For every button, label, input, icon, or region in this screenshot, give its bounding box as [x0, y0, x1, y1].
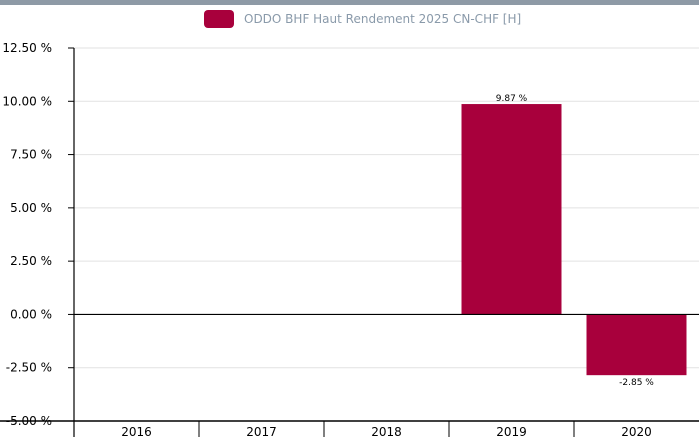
- top-bar: [0, 0, 699, 5]
- data-label-2019: 9.87 %: [496, 94, 528, 104]
- y-tick-label: 12.50 %: [2, 41, 52, 55]
- grid-lines: [74, 47, 699, 369]
- x-tick-label: 2020: [621, 425, 652, 437]
- bars: [461, 104, 687, 376]
- y-axis-ticks: 12.50 % 10.00 % 7.50 % 5.00 % 2.50 % 0.00 % -2…: [2, 41, 74, 428]
- y-tick-label: 7.50 %: [10, 148, 52, 162]
- data-labels: 9.87 % -2.85 %: [496, 94, 655, 388]
- y-tick-label: -2.50 %: [6, 361, 52, 375]
- legend-swatch: [204, 10, 234, 28]
- data-label-2020: -2.85 %: [619, 378, 654, 388]
- x-tick-label: 2019: [496, 425, 527, 437]
- y-tick-label: 10.00 %: [2, 94, 52, 108]
- y-tick-label: 5.00 %: [10, 201, 52, 215]
- bar-2020: [586, 314, 687, 376]
- x-axis-ticks: 2016 2017 2018 2019 2020: [121, 421, 652, 437]
- legend[interactable]: ODDO BHF Haut Rendement 2025 CN-CHF [H]: [204, 9, 521, 29]
- y-tick-label: 0.00 %: [10, 307, 52, 321]
- y-tick-label: 2.50 %: [10, 254, 52, 268]
- axes: [0, 48, 699, 437]
- x-tick-label: 2018: [371, 425, 402, 437]
- bar-2019: [461, 104, 562, 315]
- legend-label: ODDO BHF Haut Rendement 2025 CN-CHF [H]: [244, 12, 522, 26]
- x-tick-label: 2017: [246, 425, 277, 437]
- x-tick-label: 2016: [121, 425, 152, 437]
